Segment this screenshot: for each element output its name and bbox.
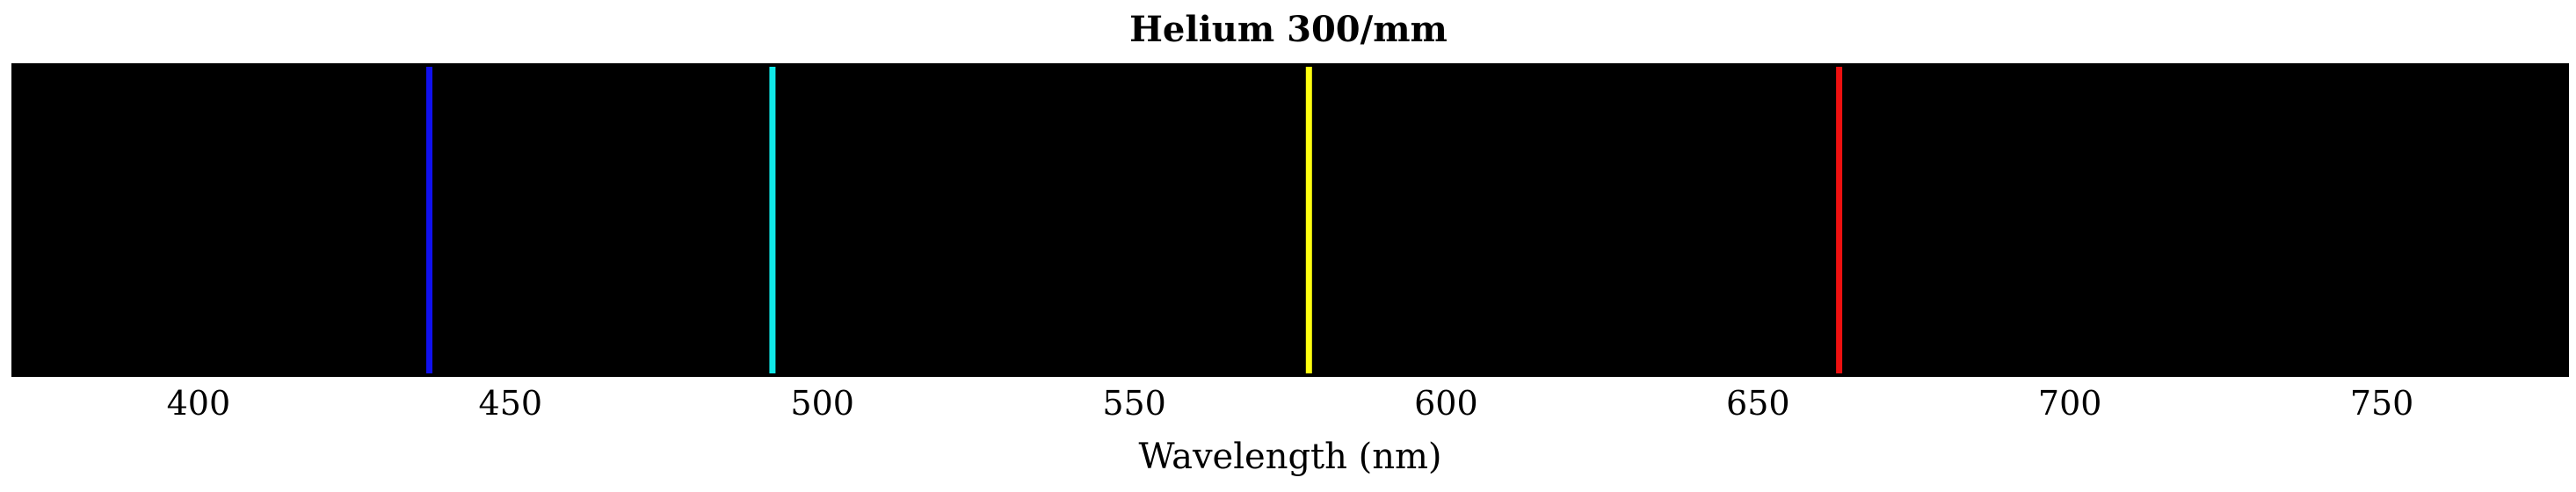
emission-lines: [426, 67, 1843, 373]
x-tick-label: 650: [1726, 384, 1790, 423]
x-tick-label: 550: [1102, 384, 1166, 423]
emission-line-437: [426, 67, 432, 373]
x-tick-label: 750: [2350, 384, 2414, 423]
emission-line-663: [1836, 67, 1843, 373]
x-tick-label: 500: [790, 384, 854, 423]
x-tick-label: 600: [1414, 384, 1478, 423]
chart-title: Helium 300/mm: [1129, 9, 1448, 50]
emission-line-492: [769, 67, 776, 373]
x-axis-ticks: 400 450 500 550 600 650 700 750: [167, 384, 2414, 423]
x-tick-label: 400: [167, 384, 231, 423]
plot-area: [11, 63, 2569, 377]
x-tick-label: 450: [479, 384, 543, 423]
x-axis-label: Wavelength (nm): [1138, 437, 1441, 477]
x-tick-label: 700: [2038, 384, 2102, 423]
emission-line-578: [1305, 67, 1312, 373]
